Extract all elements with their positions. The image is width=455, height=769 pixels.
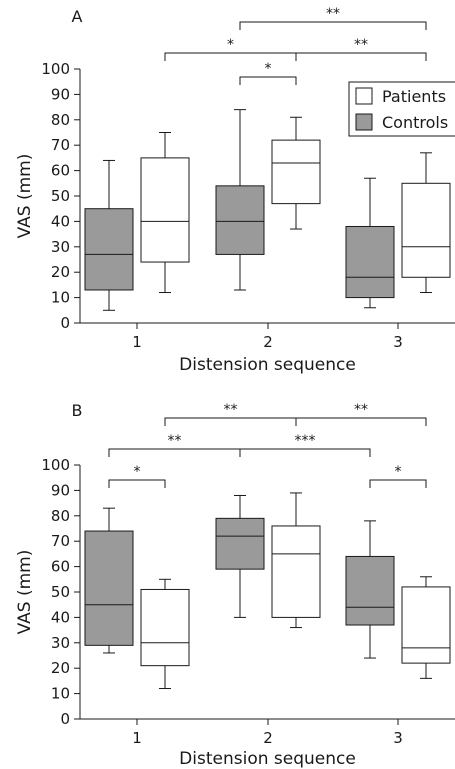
box-patients-1 (140, 578, 190, 690)
box-iqr (215, 185, 265, 255)
box-iqr (401, 586, 451, 664)
box-iqr (140, 588, 190, 667)
legend: Patients Controls (348, 81, 455, 137)
bracket-line (239, 448, 371, 457)
significance-label: ** (354, 37, 368, 53)
y-tick-label: 70 (51, 532, 70, 550)
box-controls-2 (215, 494, 265, 618)
legend-label: Controls (382, 113, 448, 132)
significance-bracket: *** (239, 433, 371, 457)
y-tick-label: 0 (60, 710, 70, 728)
box-iqr (345, 555, 395, 626)
box-controls-1 (84, 159, 134, 311)
x-tick-label: 3 (393, 729, 403, 747)
significance-label: * (265, 61, 272, 77)
significance-label: ** (354, 402, 368, 418)
x-tick-label: 1 (132, 333, 142, 351)
significance-bracket: ** (164, 402, 297, 426)
bracket-line (295, 52, 427, 61)
bracket-line (239, 21, 427, 30)
box-iqr (401, 182, 451, 278)
y-tick-label: 50 (51, 187, 70, 205)
panel-label: B (72, 401, 83, 420)
significance-label: *** (295, 433, 316, 449)
significance-bracket: ** (108, 433, 241, 457)
panel-label: A (72, 7, 83, 26)
bracket-line (239, 76, 297, 85)
y-tick-label: 70 (51, 136, 70, 154)
box-controls-2 (215, 109, 265, 291)
significance-bracket: * (239, 61, 297, 85)
y-tick-label: 90 (51, 85, 70, 103)
x-tick-label: 3 (393, 333, 403, 351)
significance-bracket: ** (239, 6, 427, 30)
y-tick-label: 40 (51, 608, 70, 626)
significance-bracket: * (164, 37, 297, 61)
box-controls-1 (84, 507, 134, 654)
significance-label: * (395, 464, 402, 480)
box-iqr (140, 157, 190, 263)
significance-bracket: * (108, 464, 166, 488)
box-iqr (84, 208, 134, 291)
box-controls-3 (345, 177, 395, 309)
y-tick-label: 80 (51, 507, 70, 525)
y-tick-label: 30 (51, 634, 70, 652)
significance-label: * (134, 464, 141, 480)
y-tick-label: 40 (51, 212, 70, 230)
box-patients-3 (401, 576, 451, 679)
significance-label: ** (224, 402, 238, 418)
significance-label: * (227, 37, 234, 53)
y-tick-label: 60 (51, 162, 70, 180)
x-tick-label: 1 (132, 729, 142, 747)
y-tick-label: 20 (51, 263, 70, 281)
x-tick-label: 2 (263, 729, 273, 747)
bracket-line (108, 479, 166, 488)
y-tick-label: 90 (51, 481, 70, 499)
box-patients-1 (140, 132, 190, 294)
box-iqr (271, 525, 321, 618)
box-patients-2 (271, 116, 321, 230)
significance-bracket: * (369, 464, 427, 488)
box-iqr (84, 530, 134, 646)
significance-label: ** (168, 433, 182, 449)
bracket-line (108, 448, 241, 457)
box-iqr (345, 225, 395, 299)
y-axis-label: VAS (mm) (15, 550, 35, 635)
y-tick-label: 20 (51, 659, 70, 677)
x-tick-label: 2 (263, 333, 273, 351)
box-iqr (271, 139, 321, 205)
y-tick-label: 50 (51, 583, 70, 601)
significance-bracket: ** (295, 402, 427, 426)
y-tick-label: 60 (51, 558, 70, 576)
panel-b: B 0 10 20 30 40 50 60 70 80 90 100 VAS (mm) 1 2 3 Disten… (15, 401, 455, 769)
panel-a: A 0 10 20 30 40 50 60 70 80 90 100 VAS (mm) 1 2 3 Disten… (15, 6, 455, 375)
significance-bracket: ** (295, 37, 427, 61)
x-axis-label: Distension sequence (179, 355, 356, 375)
bracket-line (164, 417, 297, 426)
legend-swatch (355, 87, 373, 105)
y-tick-label: 100 (41, 60, 70, 78)
box-iqr (215, 517, 265, 570)
box-patients-3 (401, 152, 451, 294)
bracket-line (369, 479, 427, 488)
box-patients-2 (271, 492, 321, 629)
legend-label: Patients (382, 87, 446, 106)
y-tick-label: 10 (51, 289, 70, 307)
y-tick-label: 80 (51, 111, 70, 129)
legend-swatch (355, 113, 373, 131)
bracket-line (295, 417, 427, 426)
significance-label: ** (326, 6, 340, 22)
x-axis-label: Distension sequence (179, 749, 356, 769)
box-controls-3 (345, 520, 395, 659)
y-axis-label: VAS (mm) (15, 154, 35, 239)
y-tick-label: 10 (51, 685, 70, 703)
y-tick-label: 0 (60, 314, 70, 332)
y-tick-label: 100 (41, 456, 70, 474)
y-tick-label: 30 (51, 238, 70, 256)
bracket-line (164, 52, 297, 61)
